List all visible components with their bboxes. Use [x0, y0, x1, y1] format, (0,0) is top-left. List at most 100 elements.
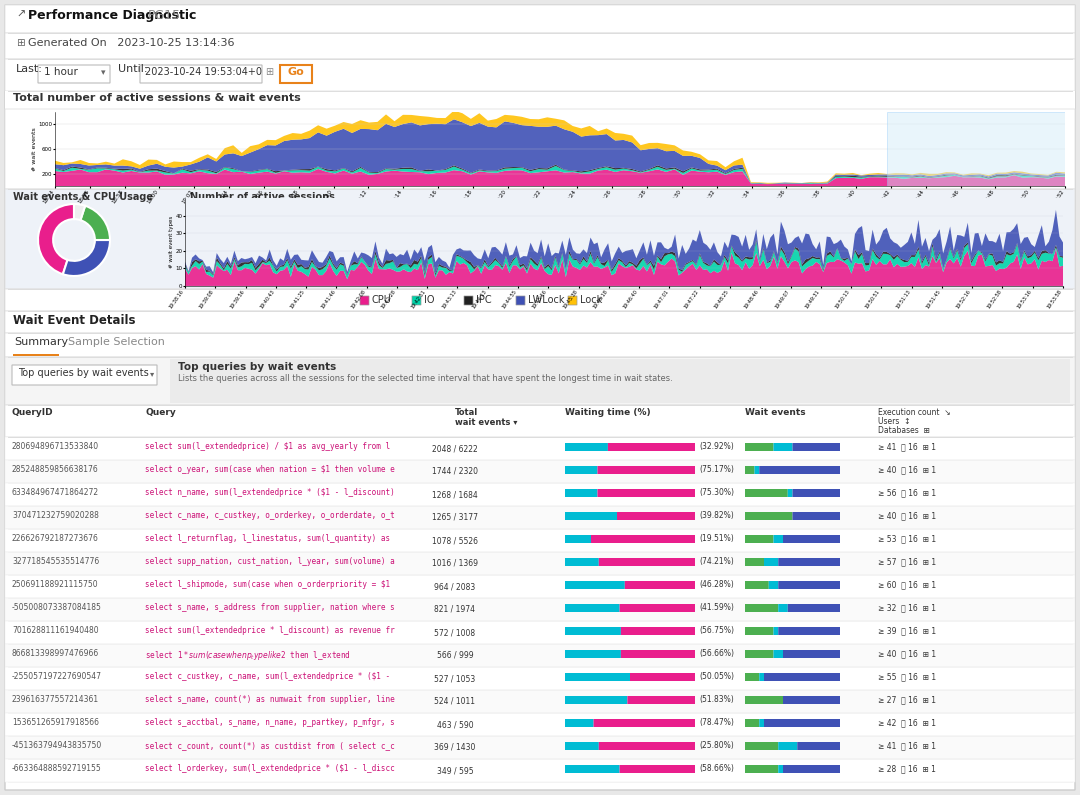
Text: 153651265917918566: 153651265917918566: [12, 718, 99, 727]
Text: 1744 / 2320: 1744 / 2320: [432, 467, 478, 476]
FancyBboxPatch shape: [773, 627, 779, 635]
Text: (25.80%): (25.80%): [699, 741, 733, 750]
Text: -663364888592719155: -663364888592719155: [12, 764, 102, 773]
Text: 1016 / 1369: 1016 / 1369: [432, 559, 478, 568]
FancyBboxPatch shape: [5, 667, 1075, 690]
FancyBboxPatch shape: [565, 719, 594, 727]
Text: 349 / 595: 349 / 595: [436, 766, 473, 775]
FancyBboxPatch shape: [764, 719, 840, 727]
FancyBboxPatch shape: [5, 644, 1075, 667]
FancyBboxPatch shape: [793, 512, 840, 520]
FancyBboxPatch shape: [5, 713, 1075, 736]
Text: select l_orderkey, sum(l_extendedprice * ($1 - l_discc: select l_orderkey, sum(l_extendedprice *…: [145, 764, 395, 773]
Text: ≥ 55  👤 16  ⊞ 1: ≥ 55 👤 16 ⊞ 1: [878, 672, 936, 681]
Text: wait events ▾: wait events ▾: [455, 418, 517, 427]
Text: ⊞: ⊞: [16, 38, 25, 48]
FancyBboxPatch shape: [745, 581, 769, 589]
FancyBboxPatch shape: [625, 581, 696, 589]
FancyBboxPatch shape: [783, 765, 840, 773]
FancyBboxPatch shape: [779, 581, 840, 589]
FancyBboxPatch shape: [620, 604, 696, 612]
Text: ≥ 56  👤 16  ⊞ 1: ≥ 56 👤 16 ⊞ 1: [878, 488, 936, 497]
Text: 226626792187273676: 226626792187273676: [12, 534, 99, 543]
FancyBboxPatch shape: [887, 112, 1074, 186]
FancyBboxPatch shape: [5, 333, 1075, 357]
FancyBboxPatch shape: [411, 296, 421, 305]
FancyBboxPatch shape: [5, 690, 1075, 713]
Wedge shape: [75, 204, 85, 220]
Text: ≥ 41  👤 16  ⊞ 1: ≥ 41 👤 16 ⊞ 1: [878, 442, 936, 451]
FancyBboxPatch shape: [565, 673, 630, 681]
Text: 239616377557214361: 239616377557214361: [12, 695, 99, 704]
Text: ≥ 39  👤 16  ⊞ 1: ≥ 39 👤 16 ⊞ 1: [878, 626, 936, 635]
FancyBboxPatch shape: [565, 742, 598, 750]
FancyBboxPatch shape: [280, 65, 312, 83]
Text: ≥ 41  👤 16  ⊞ 1: ≥ 41 👤 16 ⊞ 1: [878, 741, 936, 750]
FancyBboxPatch shape: [565, 489, 597, 497]
FancyBboxPatch shape: [755, 466, 759, 474]
Text: Lists the queries across all the sessions for the selected time interval that ha: Lists the queries across all the session…: [178, 374, 673, 383]
FancyBboxPatch shape: [5, 189, 1075, 289]
FancyBboxPatch shape: [779, 742, 797, 750]
Text: (74.21%): (74.21%): [699, 557, 733, 566]
FancyBboxPatch shape: [5, 736, 1075, 759]
FancyBboxPatch shape: [773, 650, 783, 658]
Text: 866813398997476966: 866813398997476966: [12, 649, 99, 658]
FancyBboxPatch shape: [5, 59, 1075, 91]
FancyBboxPatch shape: [787, 604, 840, 612]
Text: select $1 * sum(case when p_type like $2 then l_extend: select $1 * sum(case when p_type like $2…: [145, 649, 351, 662]
Text: (58.66%): (58.66%): [699, 764, 734, 773]
Text: 1078 / 5526: 1078 / 5526: [432, 536, 478, 545]
Text: ≥ 40  👤 16  ⊞ 1: ≥ 40 👤 16 ⊞ 1: [878, 465, 936, 474]
FancyBboxPatch shape: [773, 535, 783, 543]
Wedge shape: [63, 240, 110, 276]
FancyBboxPatch shape: [591, 535, 696, 543]
Text: 463 / 590: 463 / 590: [436, 720, 473, 729]
FancyBboxPatch shape: [598, 742, 696, 750]
FancyBboxPatch shape: [5, 357, 1075, 405]
Text: (41.59%): (41.59%): [699, 603, 734, 612]
FancyBboxPatch shape: [769, 581, 779, 589]
FancyBboxPatch shape: [745, 443, 773, 451]
Y-axis label: # wait event types: # wait event types: [168, 216, 174, 268]
FancyBboxPatch shape: [5, 311, 1075, 333]
FancyBboxPatch shape: [5, 5, 1075, 790]
Text: ≥ 40  👤 16  ⊞ 1: ≥ 40 👤 16 ⊞ 1: [878, 511, 936, 520]
Text: (75.17%): (75.17%): [699, 465, 734, 474]
FancyBboxPatch shape: [5, 5, 1075, 33]
Y-axis label: # wait events: # wait events: [31, 127, 37, 171]
Text: (51.83%): (51.83%): [699, 695, 733, 704]
FancyBboxPatch shape: [5, 437, 1075, 460]
FancyBboxPatch shape: [565, 650, 621, 658]
FancyBboxPatch shape: [745, 719, 759, 727]
Text: Execution count  ↘: Execution count ↘: [878, 408, 950, 417]
FancyBboxPatch shape: [745, 765, 779, 773]
FancyBboxPatch shape: [13, 354, 59, 356]
Text: 285248859856638176: 285248859856638176: [12, 465, 98, 474]
Text: 327718545535514776: 327718545535514776: [12, 557, 99, 566]
FancyBboxPatch shape: [759, 719, 764, 727]
FancyBboxPatch shape: [565, 512, 617, 520]
Text: select c_name, c_custkey, o_orderkey, o_orderdate, o_t: select c_name, c_custkey, o_orderkey, o_…: [145, 511, 395, 520]
FancyBboxPatch shape: [5, 289, 1075, 311]
Text: Wait events: Wait events: [745, 408, 806, 417]
Text: Query: Query: [145, 408, 176, 417]
Text: Waiting time (%): Waiting time (%): [565, 408, 650, 417]
FancyBboxPatch shape: [793, 489, 840, 497]
FancyBboxPatch shape: [617, 512, 696, 520]
Text: 964 / 2083: 964 / 2083: [434, 582, 475, 591]
FancyBboxPatch shape: [5, 91, 1075, 109]
FancyBboxPatch shape: [565, 558, 598, 566]
Text: (56.75%): (56.75%): [699, 626, 734, 635]
Text: 701628811161940480: 701628811161940480: [12, 626, 98, 635]
FancyBboxPatch shape: [779, 558, 840, 566]
Text: Users  ↕: Users ↕: [878, 417, 910, 426]
FancyBboxPatch shape: [5, 460, 1075, 483]
FancyBboxPatch shape: [597, 466, 696, 474]
FancyBboxPatch shape: [5, 109, 1075, 189]
Text: 1265 / 3177: 1265 / 3177: [432, 513, 478, 522]
Text: 280694896713533840: 280694896713533840: [12, 442, 99, 451]
Text: select s_name, s_address from supplier, nation where s: select s_name, s_address from supplier, …: [145, 603, 395, 612]
FancyBboxPatch shape: [594, 719, 696, 727]
FancyBboxPatch shape: [565, 535, 591, 543]
